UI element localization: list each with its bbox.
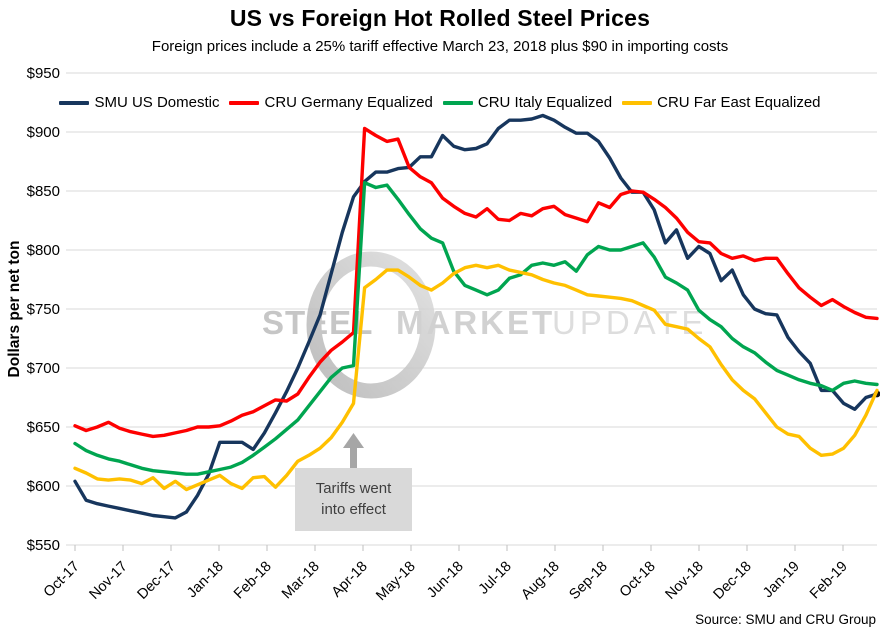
x-tick-label: Oct-17 [41,559,83,601]
series-line-cru-far-east-equalized [73,263,879,492]
x-tick-label: Nov-17 [86,559,130,603]
x-tick-label: Oct-18 [617,559,659,601]
chart-legend: SMU US Domestic CRU Germany Equalized CRU … [0,94,880,111]
x-tick-label: Mar-18 [279,559,323,603]
legend-item-smu-us-domestic: SMU US Domestic [59,94,219,111]
legend-label: SMU US Domestic [94,94,220,111]
watermark-word-market: MARKET [396,304,555,341]
legend-item-cru-far-east-equalized: CRU Far East Equalized [622,94,821,111]
legend-item-cru-italy-equalized: CRU Italy Equalized [442,94,613,111]
series-line-smu-us-domestic [73,113,879,520]
y-tick-label: $550 [27,537,60,554]
watermark-word-update: UPDATE [552,304,707,341]
y-axis-title: Dollars per net ton [6,241,23,378]
legend-swatch-icon [229,100,260,105]
series-line-cru-germany-equalized [73,126,879,439]
legend-item-cru-germany-equalized: CRU Germany Equalized [229,94,433,111]
y-tick-label: $900 [27,124,60,141]
y-tick-label: $850 [27,183,60,200]
legend-swatch-icon [59,100,90,105]
series-line-cru-italy-equalized [73,180,879,476]
x-tick-label: Jun-18 [424,559,467,602]
annotation-arrow-icon [343,433,364,469]
x-tick-label: Jan-19 [760,559,803,602]
x-tick-label: Nov-18 [662,559,706,603]
y-tick-label: $600 [27,478,60,495]
y-tick-label: $800 [27,242,60,259]
x-tick-label: Dec-18 [710,559,754,603]
y-tick-label: $700 [27,360,60,377]
tariff-annotation-line2: into effect [321,500,386,518]
source-note: Source: SMU and CRU Group [695,612,876,627]
x-tick-label: Aug-18 [518,559,562,603]
tariff-annotation: Tariffs went into effect [295,468,412,531]
legend-label: CRU Far East Equalized [657,94,821,111]
y-tick-label: $650 [27,419,60,436]
legend-swatch-icon [442,100,473,105]
watermark-ring-icon [306,251,436,399]
x-tick-label: Sep-18 [566,559,610,603]
y-tick-label: $950 [27,65,60,82]
legend-swatch-icon [622,100,653,105]
chart-title: US vs Foreign Hot Rolled Steel Prices [229,5,651,31]
y-tick-label: $750 [27,301,60,318]
tariff-annotation-line1: Tariffs went [315,480,392,498]
x-tick-label: Apr-18 [329,559,371,601]
legend-label: CRU Germany Equalized [264,94,433,111]
x-tick-label: Jan-18 [184,559,227,602]
x-tick-label: Feb-19 [807,559,851,603]
x-tick-label: May-18 [373,559,419,605]
x-tick-label: Dec-17 [134,559,178,603]
chart-subtitle: Foreign prices include a 25% tariff effe… [151,38,729,55]
legend-label: CRU Italy Equalized [477,94,613,111]
x-tick-label: Jul-18 [476,559,515,598]
series-lines [73,113,880,520]
x-tick-label: Feb-18 [231,559,275,603]
